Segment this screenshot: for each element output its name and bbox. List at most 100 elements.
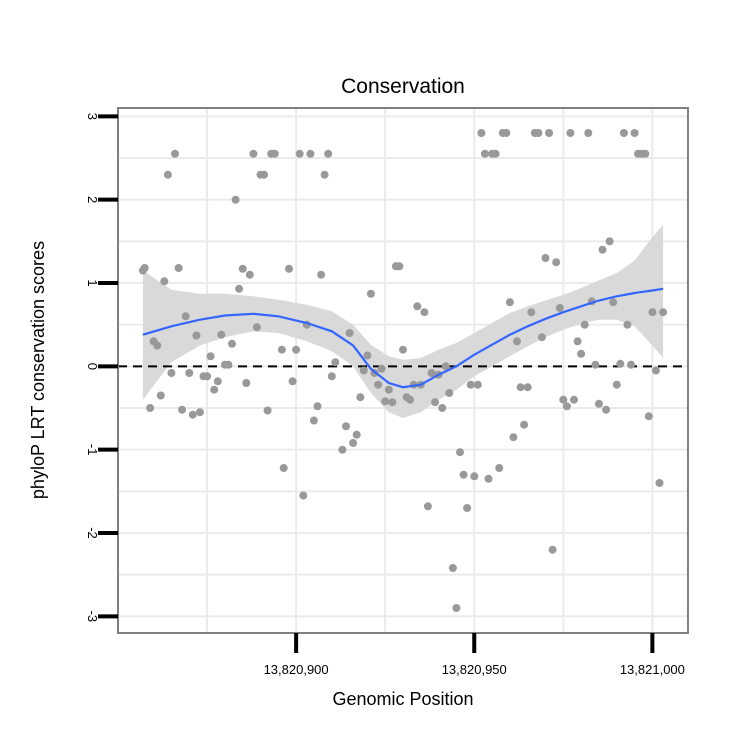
data-point xyxy=(388,398,397,407)
data-point xyxy=(520,420,529,429)
data-point xyxy=(224,360,233,369)
data-point xyxy=(420,308,429,317)
data-point xyxy=(605,237,614,246)
data-point xyxy=(395,262,404,271)
data-point xyxy=(659,308,668,317)
data-point xyxy=(513,337,521,346)
data-point xyxy=(570,395,578,404)
data-point xyxy=(363,351,372,360)
data-point xyxy=(153,341,162,350)
y-tick-label: 0 xyxy=(85,363,100,370)
data-point xyxy=(252,323,261,332)
data-point xyxy=(466,380,475,389)
data-point xyxy=(627,360,635,369)
data-point xyxy=(140,264,149,272)
y-tick-label: 3 xyxy=(85,113,100,120)
data-point xyxy=(505,298,514,307)
data-point xyxy=(359,366,368,375)
data-point xyxy=(619,129,628,137)
data-point xyxy=(548,545,557,554)
data-point xyxy=(598,245,607,254)
data-point xyxy=(477,129,486,137)
data-point xyxy=(306,149,315,158)
data-point xyxy=(562,402,571,411)
data-point xyxy=(651,366,660,375)
data-point xyxy=(480,149,489,158)
data-point xyxy=(441,362,450,371)
data-point xyxy=(413,302,422,311)
data-point xyxy=(317,270,326,279)
data-point xyxy=(349,439,358,447)
data-point xyxy=(210,385,219,394)
data-point xyxy=(313,402,322,411)
y-tick-label: -3 xyxy=(85,611,100,623)
data-point xyxy=(459,470,468,479)
data-point xyxy=(381,397,390,406)
data-point xyxy=(612,380,621,389)
data-point xyxy=(641,149,650,158)
chart-title: Conservation xyxy=(341,75,465,98)
data-point xyxy=(377,364,386,373)
data-point xyxy=(591,360,600,369)
data-point xyxy=(228,339,236,348)
data-point xyxy=(580,320,589,329)
data-point xyxy=(527,308,536,317)
data-point xyxy=(491,149,500,158)
data-point xyxy=(648,308,657,317)
data-point xyxy=(534,129,543,137)
data-point xyxy=(270,149,279,158)
grid-lines xyxy=(117,108,688,633)
data-point xyxy=(423,502,432,511)
data-point xyxy=(309,416,318,425)
data-points xyxy=(138,129,668,612)
data-point xyxy=(602,405,611,414)
data-point xyxy=(324,149,333,158)
data-point xyxy=(406,395,415,404)
data-point xyxy=(427,369,436,377)
y-tick-label: -1 xyxy=(85,444,100,456)
data-point xyxy=(438,404,447,412)
data-point xyxy=(495,464,504,472)
data-point xyxy=(185,369,194,377)
data-point xyxy=(484,474,493,483)
x-tick-label: 13,820,900 xyxy=(264,662,329,677)
data-point xyxy=(448,564,457,572)
data-point xyxy=(584,129,593,137)
data-point xyxy=(331,358,340,367)
data-point xyxy=(231,195,240,204)
data-point xyxy=(160,277,169,286)
data-point xyxy=(195,408,204,417)
data-point xyxy=(327,372,336,381)
data-point xyxy=(146,404,155,412)
data-point xyxy=(352,430,361,439)
data-point xyxy=(616,359,625,368)
data-point xyxy=(163,170,172,179)
data-point xyxy=(188,410,197,419)
data-point xyxy=(288,377,297,386)
data-point xyxy=(644,412,653,421)
data-point xyxy=(470,472,479,481)
data-point xyxy=(345,329,354,337)
data-point xyxy=(594,399,603,408)
data-point xyxy=(320,170,329,179)
data-point xyxy=(655,479,664,487)
data-point xyxy=(285,264,293,273)
y-tick-label: 1 xyxy=(85,279,100,286)
data-point xyxy=(249,149,258,158)
y-tick-label: -2 xyxy=(85,527,100,539)
data-point xyxy=(541,254,550,262)
y-axis: -3 -2 -1 0 1 2 3 xyxy=(85,113,118,622)
data-point xyxy=(181,312,190,321)
data-point xyxy=(456,448,464,457)
data-point xyxy=(217,330,226,339)
data-point xyxy=(399,345,407,354)
data-point xyxy=(384,385,393,394)
data-point xyxy=(213,377,222,386)
x-tick-label: 13,821,000 xyxy=(620,662,685,677)
data-point xyxy=(573,337,582,346)
data-point xyxy=(463,504,472,512)
data-point xyxy=(192,331,201,340)
data-point xyxy=(174,264,183,272)
data-point xyxy=(516,383,525,392)
data-point xyxy=(338,445,347,454)
